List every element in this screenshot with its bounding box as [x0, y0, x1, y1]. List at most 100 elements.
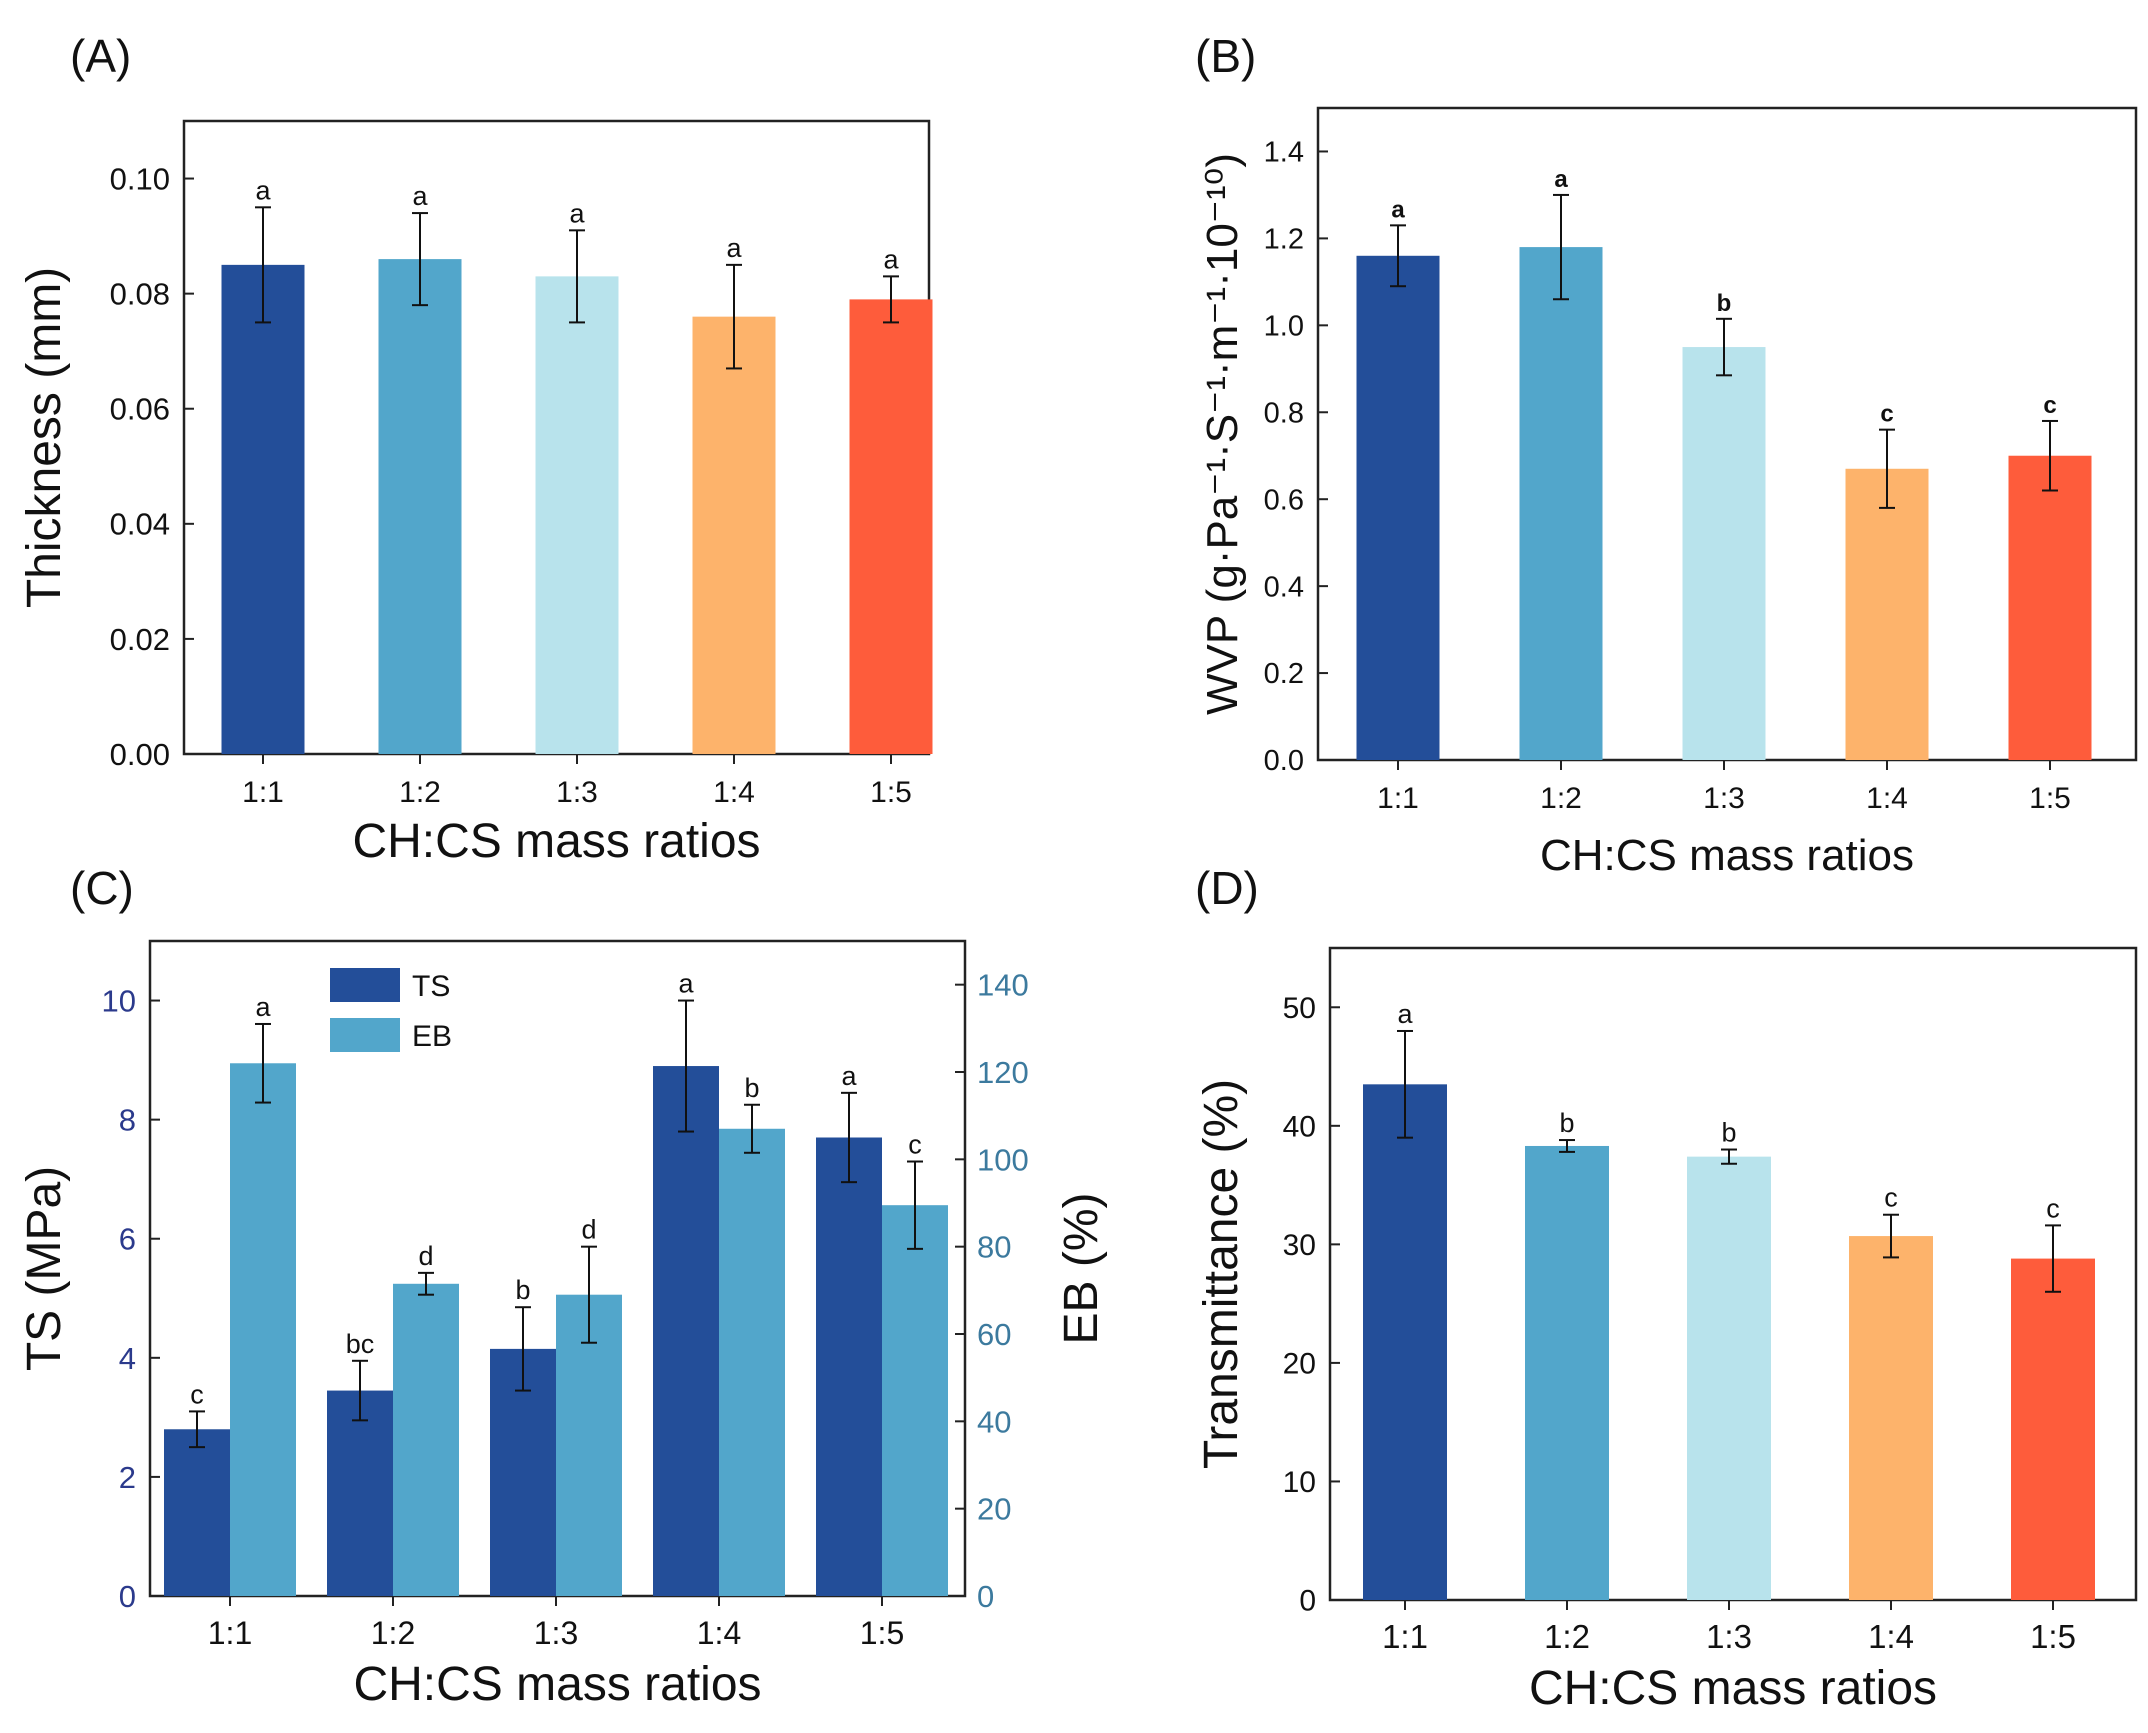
- panel-c-significance-letter-ts: a: [678, 969, 694, 999]
- panel-b-x-tick-label: 1:5: [2029, 782, 2071, 815]
- panel-a-significance-letter: a: [726, 233, 742, 263]
- panel-a-bar-1-3: [535, 276, 619, 754]
- panel-b-y-tick-label: 0.8: [1264, 397, 1304, 429]
- panel-c-significance-letter-eb: c: [908, 1130, 922, 1160]
- panel-b-label: (B): [1195, 30, 1256, 82]
- panel-c-bar-eb-1-4: [719, 1128, 785, 1596]
- panel-d-y-tick-label: 10: [1283, 1466, 1316, 1499]
- panel-a-x-tick-label: 1:5: [870, 776, 912, 809]
- panel-b-significance-letter: a: [1391, 196, 1405, 223]
- panel-c-y-tick-label: 6: [119, 1222, 136, 1257]
- panel-c-y-tick-label: 2: [119, 1460, 136, 1495]
- panel-b-x-tick-label: 1:4: [1866, 782, 1908, 815]
- panel-a-x-tick-label: 1:2: [399, 776, 441, 809]
- panel-d-x-tick-label: 1:3: [1706, 1618, 1752, 1655]
- panel-c-bar-eb-1-3: [556, 1294, 622, 1596]
- panel-b: (B) 0.0 0.2 0.4 0.6 0.8 1.0 1.2 1.4 a 1:1 a 1:2 b 1:3…: [1195, 30, 2138, 880]
- panel-a-bar-1-2: [378, 259, 462, 754]
- panel-a-x-axis-title: CH:CS mass ratios: [352, 815, 760, 868]
- panel-c-bar-ts-1-4: [653, 1066, 719, 1596]
- panel-d-y-tick-label: 20: [1283, 1347, 1316, 1380]
- panel-a-x-tick-label: 1:3: [556, 776, 598, 809]
- panel-a-bar-1-4: [692, 316, 776, 754]
- panel-c-significance-letter-eb: a: [255, 992, 271, 1022]
- panel-d-significance-letter: c: [2046, 1193, 2060, 1223]
- panel-b-bar-1-1: [1356, 255, 1440, 760]
- panel-c-significance-letter-ts: bc: [346, 1329, 375, 1359]
- panel-a-y-tick-label: 0.06: [110, 392, 170, 427]
- panel-c-significance-letter-eb: d: [581, 1215, 596, 1245]
- panel-b-x-tick-label: 1:2: [1540, 782, 1582, 815]
- panel-c-legend: TS EB: [330, 968, 452, 1053]
- legend-label-eb: EB: [412, 1020, 452, 1053]
- panel-b-x-tick-label: 1:3: [1703, 782, 1745, 815]
- panel-a-x-tick-label: 1:1: [242, 776, 284, 809]
- panel-c-significance-letter-ts: b: [515, 1275, 530, 1305]
- legend-label-ts: TS: [412, 970, 450, 1003]
- panel-d-y-axis-title: Transmittance (%): [1195, 1079, 1248, 1469]
- panel-c-x-tick-label: 1:2: [371, 1615, 415, 1651]
- panel-d: (D) 0 10 20 30 40 50 a 1:1 b 1:2 b 1:3 c 1:4 c 1:5 CH:C…: [1195, 862, 2138, 1715]
- panel-a-y-tick-label: 0.02: [110, 622, 170, 657]
- panel-b-bar-1-5: [2008, 455, 2092, 760]
- panel-d-bar-1-4: [1849, 1236, 1933, 1600]
- panel-d-x-axis-title: CH:CS mass ratios: [1529, 1662, 1937, 1715]
- panel-b-y-tick-label: 1.0: [1264, 310, 1304, 342]
- panel-d-bar-1-2: [1525, 1145, 1609, 1600]
- panel-a-y-tick-label: 0.00: [110, 737, 170, 772]
- panel-b-y-axis-title: WVP (g·Pa⁻¹·S⁻¹·m⁻¹·10⁻¹⁰): [1198, 153, 1247, 715]
- panel-a-label: (A): [70, 30, 131, 82]
- panel-a-x-tick-label: 1:4: [713, 776, 755, 809]
- panel-a-y-tick-label: 0.10: [110, 161, 170, 196]
- panel-d-y-tick-label: 30: [1283, 1229, 1316, 1262]
- panel-d-x-tick-label: 1:5: [2030, 1618, 2076, 1655]
- panel-c-bar-ts-1-2: [327, 1390, 393, 1596]
- panel-c-significance-letter-ts: a: [841, 1061, 857, 1091]
- panel-c-bar-eb-1-5: [882, 1205, 948, 1596]
- panel-c-bar-ts-1-5: [816, 1137, 882, 1596]
- panel-c-bar-eb-1-1: [230, 1063, 296, 1596]
- panel-d-marks: 0 10 20 30 40 50 a 1:1 b 1:2 b 1:3 c 1:4 c 1:5: [1283, 992, 2095, 1655]
- panel-c-marks: 0246810020406080100120140ca1:1bcd1:2bd1:…: [102, 968, 1029, 1651]
- panel-b-significance-letter: b: [1717, 290, 1732, 317]
- panel-d-bar-1-5: [2011, 1258, 2095, 1600]
- panel-c-significance-letter-ts: c: [190, 1379, 204, 1409]
- panel-d-significance-letter: a: [1397, 999, 1413, 1029]
- panel-c-y2-tick-label: 140: [977, 968, 1029, 1003]
- panel-b-bar-1-2: [1519, 247, 1603, 761]
- legend-swatch-eb: [330, 1018, 400, 1052]
- panel-b-y-tick-label: 1.4: [1264, 137, 1304, 169]
- panel-b-significance-letter: c: [2043, 392, 2056, 419]
- panel-d-significance-letter: b: [1721, 1118, 1736, 1148]
- panel-c-y2-axis-title: EB (%): [1055, 1192, 1108, 1344]
- panel-b-x-tick-label: 1:1: [1377, 782, 1419, 815]
- panel-c-y-tick-label: 10: [102, 984, 136, 1019]
- panel-a-significance-letter: a: [412, 181, 428, 211]
- panel-b-y-tick-label: 1.2: [1264, 224, 1304, 256]
- panel-a-bar-1-5: [849, 299, 933, 754]
- panel-b-y-tick-label: 0.0: [1264, 745, 1304, 777]
- panel-a-y-axis-title: Thickness (mm): [18, 267, 71, 608]
- panel-a-significance-letter: a: [883, 244, 899, 274]
- panel-b-significance-letter: c: [1880, 401, 1893, 428]
- panel-a-significance-letter: a: [255, 175, 271, 205]
- panel-c-y-tick-label: 4: [119, 1341, 136, 1376]
- panel-c-y-axis-title: TS (MPa): [18, 1166, 71, 1371]
- panel-c-significance-letter-eb: b: [744, 1073, 759, 1103]
- panel-a-y-tick-label: 0.08: [110, 276, 170, 311]
- panel-a-bar-1-1: [221, 264, 305, 754]
- panel-d-y-tick-label: 50: [1283, 992, 1316, 1025]
- panel-b-bar-1-3: [1682, 347, 1766, 760]
- panel-d-bar-1-1: [1363, 1084, 1447, 1600]
- panel-b-y-tick-label: 0.6: [1264, 484, 1304, 516]
- panel-c-significance-letter-eb: d: [418, 1241, 433, 1271]
- panel-a-significance-letter: a: [569, 198, 585, 228]
- panel-a: (A) 0.00 0.02 0.04 0.06 0.08 0.10 a 1:1 a 1:2 a 1:3…: [18, 30, 933, 868]
- panel-b-marks: 0.0 0.2 0.4 0.6 0.8 1.0 1.2 1.4 a 1:1 a 1:2 b 1:3 c 1:4…: [1264, 137, 2092, 815]
- panel-c-y2-tick-label: 100: [977, 1142, 1029, 1177]
- panel-d-label: (D): [1195, 862, 1259, 914]
- panel-d-significance-letter: c: [1884, 1183, 1898, 1213]
- panel-c-bar-eb-1-2: [393, 1283, 459, 1596]
- panel-c-label: (C): [70, 862, 134, 914]
